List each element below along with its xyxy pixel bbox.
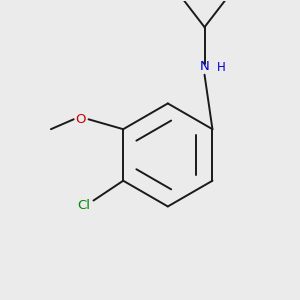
Text: O: O [75, 113, 86, 126]
Text: H: H [216, 61, 225, 74]
Text: N: N [200, 60, 209, 73]
Text: Cl: Cl [77, 199, 90, 212]
